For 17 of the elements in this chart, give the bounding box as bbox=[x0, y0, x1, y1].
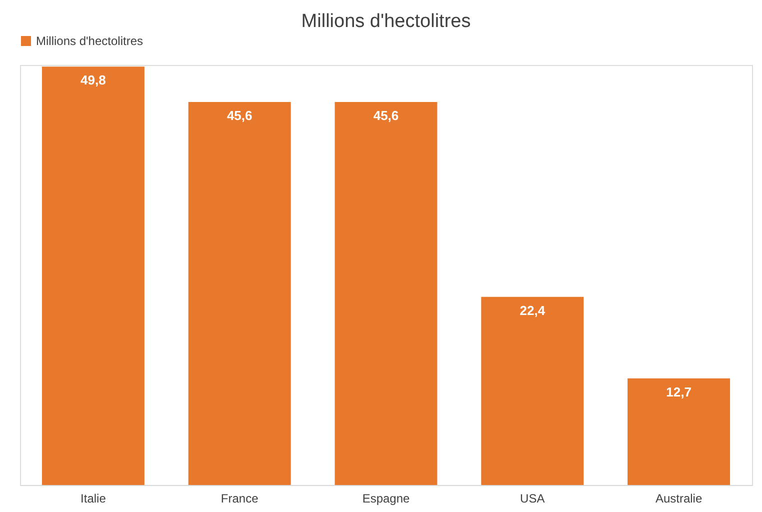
x-tick-label: USA bbox=[520, 492, 545, 506]
bar bbox=[481, 296, 584, 485]
data-label: 45,6 bbox=[373, 108, 399, 123]
data-label: 22,4 bbox=[520, 302, 546, 318]
data-label: 49,8 bbox=[80, 72, 106, 88]
bar bbox=[628, 378, 730, 485]
bar bbox=[42, 66, 144, 485]
x-tick-label: Italie bbox=[80, 492, 106, 506]
bar bbox=[334, 102, 438, 485]
data-label: 45,6 bbox=[226, 108, 252, 123]
data-label: 12,7 bbox=[666, 384, 692, 400]
x-tick-label: France bbox=[220, 492, 259, 506]
chart-title: Millions d'hectolitres bbox=[301, 11, 471, 32]
legend-label: Millions d'hectolitres bbox=[36, 34, 143, 48]
bar bbox=[188, 102, 291, 485]
x-tick-label: Espagne bbox=[362, 492, 410, 506]
x-tick-label: Australie bbox=[655, 492, 702, 506]
